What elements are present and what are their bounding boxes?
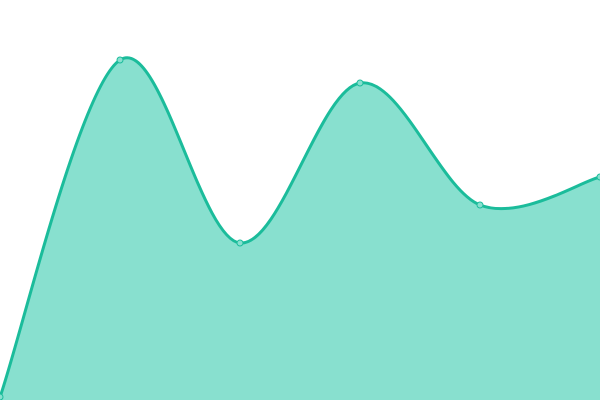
data-point-0 (0, 393, 4, 400)
data-points (0, 56, 600, 400)
data-point-1 (116, 56, 124, 64)
data-point-5 (596, 173, 600, 181)
data-point-2 (236, 239, 244, 247)
area-fill (0, 57, 600, 400)
data-point-4 (476, 201, 484, 209)
data-point-3 (356, 79, 364, 87)
